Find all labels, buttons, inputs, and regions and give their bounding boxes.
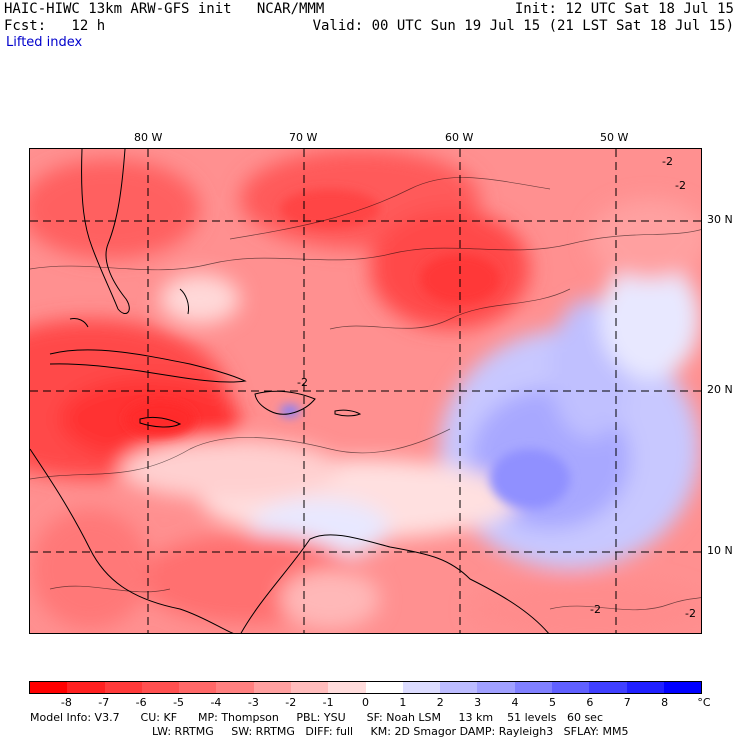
shaded-field: [30, 149, 701, 633]
colorbar-tick-label: 1: [399, 696, 407, 709]
colorbar-segment: [663, 682, 702, 693]
south-america-coast: [240, 534, 549, 633]
forecast-hour: Fcst: 12 h: [4, 18, 106, 34]
florida-coast: [81, 149, 130, 314]
colorbar-tick-label: -5: [173, 696, 185, 709]
colorbar-segment: [290, 682, 329, 693]
map-canvas: -2 -2 -2 -2 -2: [30, 149, 701, 633]
colorbar: [29, 681, 702, 694]
colorbar-segment: [179, 682, 217, 693]
longitude-label-80w: 80 W: [134, 131, 163, 144]
puerto-rico-coast: [334, 409, 362, 417]
bahamas-1: [69, 318, 89, 328]
latitude-label-20n: 20 N: [707, 383, 733, 396]
longitude-label-70w: 70 W: [289, 131, 318, 144]
colorbar-tick-label: -6: [135, 696, 147, 709]
bahamas-2: [179, 288, 189, 315]
colorbar-tick-label: -2: [285, 696, 297, 709]
colorbar-tick-label: 0: [362, 696, 369, 709]
contour-label: -2: [662, 155, 673, 168]
longitude-label-60w: 60 W: [445, 131, 474, 144]
colorbar-tick-label: 8: [661, 696, 669, 709]
model-title: HAIC-HIWC 13km ARW-GFS init NCAR/MMM: [4, 1, 325, 17]
colorbar-tick-label: -4: [210, 696, 222, 709]
lifted-index-map: -2 -2 -2 -2 -2: [29, 148, 702, 634]
colorbar-segment: [514, 682, 552, 693]
colorbar-segment: [589, 682, 627, 693]
central-america-coast: [30, 448, 234, 633]
colorbar-segment: [328, 682, 366, 693]
colorbar-segment: [141, 682, 180, 693]
field-name: Lifted index: [6, 35, 83, 50]
colorbar-tick-label: -7: [98, 696, 110, 709]
colorbar-tick-label: 7: [623, 696, 631, 709]
colorbar-segment: [365, 682, 403, 693]
init-time: Init: 12 UTC Sat 18 Jul 15: [514, 1, 734, 17]
colorbar-segment: [30, 682, 68, 693]
colorbar-segment: [216, 682, 254, 693]
contour-label: -2: [675, 179, 686, 192]
colorbar-tick-label: 5: [548, 696, 556, 709]
colorbar-segment: [440, 682, 478, 693]
colorbar-tick-label: 6: [586, 696, 594, 709]
cuba-coast: [49, 349, 247, 383]
latitude-label-10n: 10 N: [707, 544, 733, 557]
coastlines: [30, 149, 549, 633]
graticule: [30, 149, 701, 633]
colorbar-segment: [551, 682, 590, 693]
hispaniola-coast: [254, 390, 316, 415]
colorbar-tick-label: -8: [60, 696, 72, 709]
colorbar-tick-label: -1: [322, 696, 334, 709]
colorbar-segment: [67, 682, 105, 693]
colorbar-segment: [626, 682, 664, 693]
colorbar-segment: [402, 682, 441, 693]
colorbar-tick-label: -3: [247, 696, 259, 709]
contour-lines: [30, 177, 701, 611]
jamaica-coast: [139, 416, 182, 428]
contour-label: -2: [590, 603, 601, 616]
colorbar-unit: °C: [697, 696, 711, 709]
longitude-label-50w: 50 W: [600, 131, 629, 144]
colorbar-segment: [104, 682, 142, 693]
model-info-line-1: Model Info: V3.7 CU: KF MP: Thompson PBL…: [30, 711, 603, 724]
colorbar-tick-label: 2: [436, 696, 444, 709]
contour-label: -2: [297, 376, 308, 389]
contour-labels: -2 -2 -2 -2 -2: [297, 155, 696, 620]
valid-time: Valid: 00 UTC Sun 19 Jul 15 (21 LST Sat …: [312, 18, 734, 34]
model-info-line-2: LW: RRTMG SW: RRTMG DIFF: full KM: 2D Sm…: [152, 725, 629, 738]
colorbar-tick-label: 3: [474, 696, 482, 709]
colorbar-segment: [253, 682, 291, 693]
latitude-label-30n: 30 N: [707, 213, 733, 226]
colorbar-segment: [477, 682, 515, 693]
colorbar-tick-label: 4: [511, 696, 519, 709]
contour-label: -2: [685, 607, 696, 620]
